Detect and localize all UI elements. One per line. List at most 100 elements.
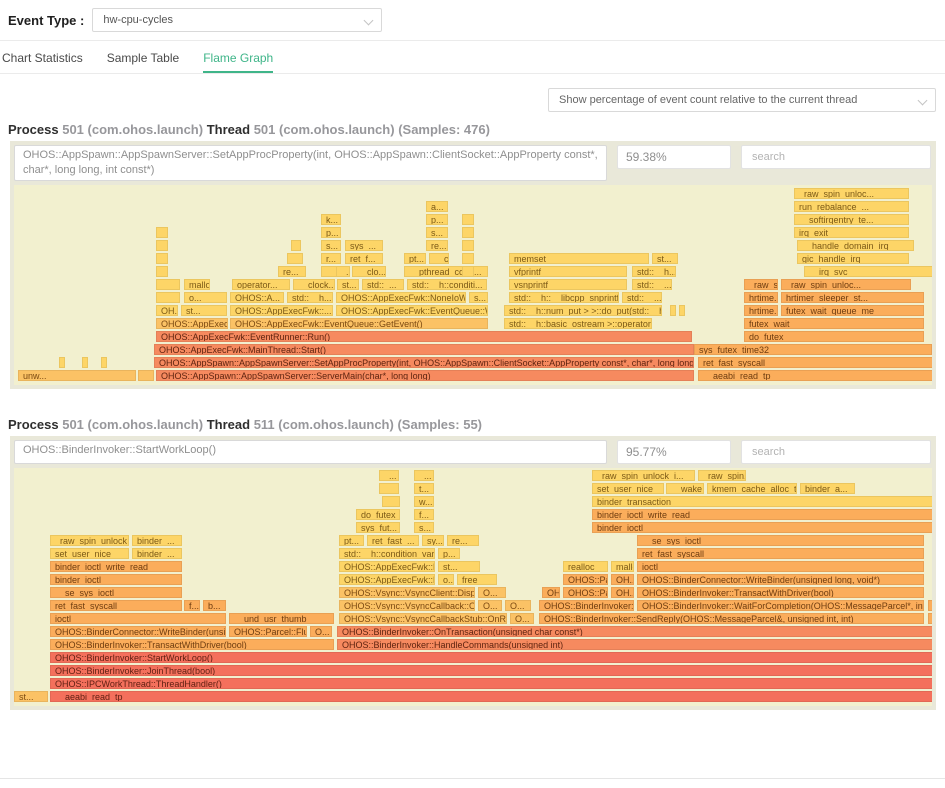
flame-box[interactable]: OHOS::AppExecFwk::NoneIoWaiter::W...	[336, 292, 466, 303]
flame-box[interactable]	[156, 227, 168, 238]
flame-box[interactable]: OHOS::BinderInvoker::TransactWithDriver(…	[50, 639, 334, 650]
flame-box[interactable]: _raw_spin...	[698, 470, 746, 481]
flame-box[interactable]: __irq_svc	[804, 266, 932, 277]
flame-box[interactable]: s...	[426, 227, 448, 238]
flame-box[interactable]: OHOS::AppSpawn::AppSpawnServer::ServerMa…	[156, 370, 694, 381]
flame-box[interactable]: binder_ioctl_write_read	[592, 509, 932, 520]
flame-box[interactable]: p...	[426, 214, 448, 225]
flame-box[interactable]: OHOS::AppExecFwk::EventQueue::WaitUnti..…	[336, 305, 488, 316]
tab-flame-graph[interactable]: Flame Graph	[203, 51, 274, 73]
flame-box[interactable]: __und_usr_thumb	[229, 613, 334, 624]
flame-box[interactable]: malloc	[184, 279, 210, 290]
flame-box[interactable]: OHOS::Vsync::VsyncCallback::OnVsync(lo..…	[339, 600, 475, 611]
flame-box[interactable]	[462, 266, 474, 277]
flame-box[interactable]: _...	[336, 266, 350, 277]
flame-box[interactable]: _raw_s...	[744, 279, 778, 290]
flame-box[interactable]: std::__h::num_put > >::do_put(std::__h::…	[504, 305, 662, 316]
flame-box[interactable]: set_user_nice	[50, 548, 129, 559]
flame-box[interactable]: OHOS::BinderInvoker::WaitForCompletion(O…	[637, 600, 924, 611]
event-type-select[interactable]: hw-cpu-cycles	[92, 8, 383, 32]
flame-box[interactable]: a...	[426, 201, 448, 212]
flame-box[interactable]: O...	[928, 600, 932, 611]
flame-box[interactable]: std::__...	[622, 292, 662, 303]
flame-box[interactable]: st...	[337, 279, 359, 290]
flame-box[interactable]: OHOS::BinderConnector::WriteBinder(unsig…	[50, 626, 226, 637]
flame-box[interactable]: std::__h...	[287, 292, 333, 303]
flame-box[interactable]: OHOS::AppExecFwk...	[156, 318, 228, 329]
flame-box[interactable]: ret_fast_syscall	[637, 548, 924, 559]
flame-box[interactable]: st...	[438, 561, 480, 572]
flame-box[interactable]: OHOS::IPCWorkThread::ThreadHandler()	[50, 678, 932, 689]
flame-box[interactable]: __c...	[429, 253, 449, 264]
selected-function-box[interactable]: OHOS::BinderInvoker::StartWorkLoop()	[14, 440, 607, 464]
flame-box[interactable]: OHOS::Vsync::VsyncClient::DispatchFrame.…	[339, 587, 475, 598]
flame-box[interactable]: __clock...	[293, 279, 335, 290]
flame-box[interactable]: w...	[414, 496, 434, 507]
flame-box[interactable]: OH...	[542, 587, 560, 598]
flame-box[interactable]	[462, 214, 474, 225]
tab-sample-table[interactable]: Sample Table	[106, 51, 180, 65]
flame-box[interactable]: OHOS::AppExecFwk::Eve...	[339, 561, 435, 572]
flame-box[interactable]: OHOS::BinderInvoker::W...	[539, 600, 634, 611]
flame-box[interactable]: o...	[184, 292, 227, 303]
flame-box[interactable]: __aeabi_read_tp	[50, 691, 932, 702]
flame-box[interactable]: operator...	[232, 279, 290, 290]
flame-box[interactable]: OHOS::Parcel::FlushB...	[229, 626, 307, 637]
percentage-mode-select[interactable]: Show percentage of event count relative …	[548, 88, 936, 112]
flame-box[interactable]	[462, 240, 474, 251]
flame-box[interactable]: std::__...	[632, 279, 672, 290]
flame-box[interactable]	[82, 357, 88, 368]
flame-box[interactable]: ret_fast_syscall	[698, 357, 932, 368]
flame-box[interactable]: gic_handle_irq	[797, 253, 909, 264]
flame-box[interactable]	[287, 253, 303, 264]
flame-box[interactable]: sys_...	[345, 240, 383, 251]
flame-box[interactable]: free	[457, 574, 497, 585]
flame-box[interactable]: pt...	[339, 535, 364, 546]
flame-box[interactable]: p...	[321, 227, 341, 238]
flame-box[interactable]: O...	[510, 613, 534, 624]
flame-box[interactable]: _raw_spin_unloc...	[794, 188, 909, 199]
flame-box[interactable]: re...	[447, 535, 479, 546]
flame-box[interactable]: OHOS::AppExecFwk::EventHand...	[339, 574, 435, 585]
flame-box[interactable]	[59, 357, 65, 368]
flame-box[interactable]: _raw_spin_unloc...	[781, 279, 911, 290]
flame-box[interactable]: r...	[321, 253, 341, 264]
flame-box[interactable]	[156, 240, 168, 251]
flame-box[interactable]: OHOS::BinderInvoker::TransactWithDriver(…	[637, 587, 924, 598]
flame-box[interactable]: vfprintf	[509, 266, 627, 277]
flame-box[interactable]: t...	[414, 483, 434, 494]
flame-box[interactable]: sys_futex_time32	[694, 344, 932, 355]
flame-box[interactable]: binder_...	[132, 535, 182, 546]
flame-box[interactable]: sys_fut...	[356, 522, 400, 533]
flame-box[interactable]: p...	[438, 548, 460, 559]
flame-box[interactable]	[101, 357, 107, 368]
flame-box[interactable]: futex_wait	[744, 318, 924, 329]
flame-box[interactable]: std::__h...	[632, 266, 676, 277]
flame-box[interactable]: set_user_nice	[592, 483, 664, 494]
flame-box[interactable]: do_futex	[356, 509, 400, 520]
flame-box[interactable]: __clo...	[352, 266, 386, 277]
flame-box[interactable]: __wake_u...	[666, 483, 704, 494]
flame-box[interactable]: OHOS::BinderInvoker::HandleCommands(unsi…	[337, 639, 932, 650]
flame-box[interactable]: ret_f...	[345, 253, 383, 264]
flame-box[interactable]: binder_...	[132, 548, 182, 559]
flame-box[interactable]: std::__h::condition_vari...	[339, 548, 435, 559]
flame-graph-canvas[interactable]: unw...__...OHOS::AppSpawn::AppSpawnServe…	[14, 185, 932, 385]
flame-box[interactable]: ret_fast_...	[367, 535, 419, 546]
flame-box[interactable]: _raw_spin_unlock_i...	[592, 470, 695, 481]
search-input[interactable]	[741, 145, 931, 169]
flame-box[interactable]	[156, 253, 168, 264]
flame-box[interactable]	[156, 292, 180, 303]
flame-box[interactable]: hrtime...	[744, 292, 778, 303]
flame-box[interactable]: OH...	[156, 305, 178, 316]
flame-box[interactable]: st...	[181, 305, 227, 316]
flame-box[interactable]: st...	[14, 691, 48, 702]
flame-graph-canvas[interactable]: st... __aeabi_read_tp OHOS::IPCWorkThread:…	[14, 468, 932, 706]
flame-box[interactable]	[670, 305, 676, 316]
flame-box[interactable]: O...	[505, 600, 531, 611]
flame-box[interactable]: ioctl	[50, 613, 226, 624]
flame-box[interactable]: OHOS::BinderInvoker::StartWorkLoop()	[50, 652, 932, 663]
flame-box[interactable]: memset	[509, 253, 649, 264]
flame-box[interactable]: O...	[478, 600, 502, 611]
flame-box[interactable]: OHOS::Pa...	[563, 587, 608, 598]
